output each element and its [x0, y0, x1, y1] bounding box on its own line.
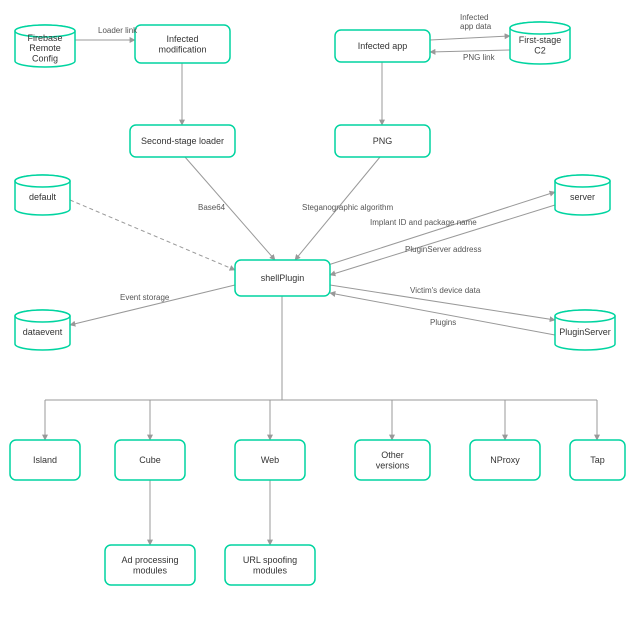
svg-text:shellPlugin: shellPlugin: [261, 273, 305, 283]
edge-server-shell: [330, 205, 555, 275]
svg-text:Web: Web: [261, 455, 279, 465]
node-firstc2: First-stageC2: [510, 22, 570, 64]
svg-text:default: default: [29, 192, 57, 202]
edge-label: Event storage: [120, 293, 170, 302]
svg-text:Ad processing: Ad processing: [121, 555, 178, 565]
svg-text:Cube: Cube: [139, 455, 161, 465]
node-default: default: [15, 175, 70, 215]
node-tap: Tap: [570, 440, 625, 480]
svg-text:Infected app: Infected app: [358, 41, 408, 51]
edge-infapp-firstc2: [430, 36, 510, 40]
svg-text:First-stage: First-stage: [519, 35, 562, 45]
edge-label: Plugins: [430, 318, 456, 327]
svg-text:URL spoofing: URL spoofing: [243, 555, 297, 565]
edge-shell-dataevent: [70, 285, 235, 325]
node-server: server: [555, 175, 610, 215]
svg-text:Firebase: Firebase: [27, 33, 62, 43]
edge-label: PluginServer address: [405, 245, 481, 254]
node-firebase: FirebaseRemoteConfig: [15, 25, 75, 67]
node-island: Island: [10, 440, 80, 480]
node-cube: Cube: [115, 440, 185, 480]
svg-text:NProxy: NProxy: [490, 455, 520, 465]
node-nproxy: NProxy: [470, 440, 540, 480]
svg-text:Remote: Remote: [29, 43, 61, 53]
edge-firstc2-infapp: [430, 50, 510, 52]
node-dataevent: dataevent: [15, 310, 70, 350]
svg-text:Infected: Infected: [166, 34, 198, 44]
edge-label: Victim's device data: [410, 286, 481, 295]
node-shell: shellPlugin: [235, 260, 330, 296]
edge-plugsrv-shell: [330, 293, 555, 335]
edge-label: Loader link: [98, 26, 138, 35]
svg-text:Island: Island: [33, 455, 57, 465]
node-loader2: Second-stage loader: [130, 125, 235, 157]
svg-text:PNG: PNG: [373, 136, 393, 146]
node-other: Otherversions: [355, 440, 430, 480]
node-infapp: Infected app: [335, 30, 430, 62]
node-adproc: Ad processingmodules: [105, 545, 195, 585]
edge-label: Base64: [198, 203, 226, 212]
edge-label: app data: [460, 22, 492, 31]
node-plugsrv: PluginServer: [555, 310, 615, 350]
svg-text:PluginServer: PluginServer: [559, 327, 611, 337]
node-infmod: Infectedmodification: [135, 25, 230, 63]
svg-text:Tap: Tap: [590, 455, 605, 465]
edge-label: PNG link: [463, 53, 496, 62]
diagram-canvas: FirebaseRemoteConfigInfectedmodification…: [0, 0, 640, 633]
edge-label: Implant ID and package name: [370, 218, 477, 227]
svg-text:modules: modules: [133, 565, 168, 575]
svg-text:modification: modification: [158, 44, 206, 54]
svg-text:server: server: [570, 192, 595, 202]
svg-text:Second-stage loader: Second-stage loader: [141, 136, 224, 146]
edge-label: Steganographic algorithm: [302, 203, 394, 212]
svg-text:dataevent: dataevent: [23, 327, 63, 337]
node-web: Web: [235, 440, 305, 480]
svg-text:C2: C2: [534, 45, 546, 55]
node-png: PNG: [335, 125, 430, 157]
node-urlspoof: URL spoofingmodules: [225, 545, 315, 585]
svg-text:modules: modules: [253, 565, 288, 575]
svg-text:Other: Other: [381, 450, 404, 460]
svg-text:Config: Config: [32, 54, 58, 64]
svg-text:versions: versions: [376, 460, 410, 470]
edge-label: Infected: [460, 13, 488, 22]
